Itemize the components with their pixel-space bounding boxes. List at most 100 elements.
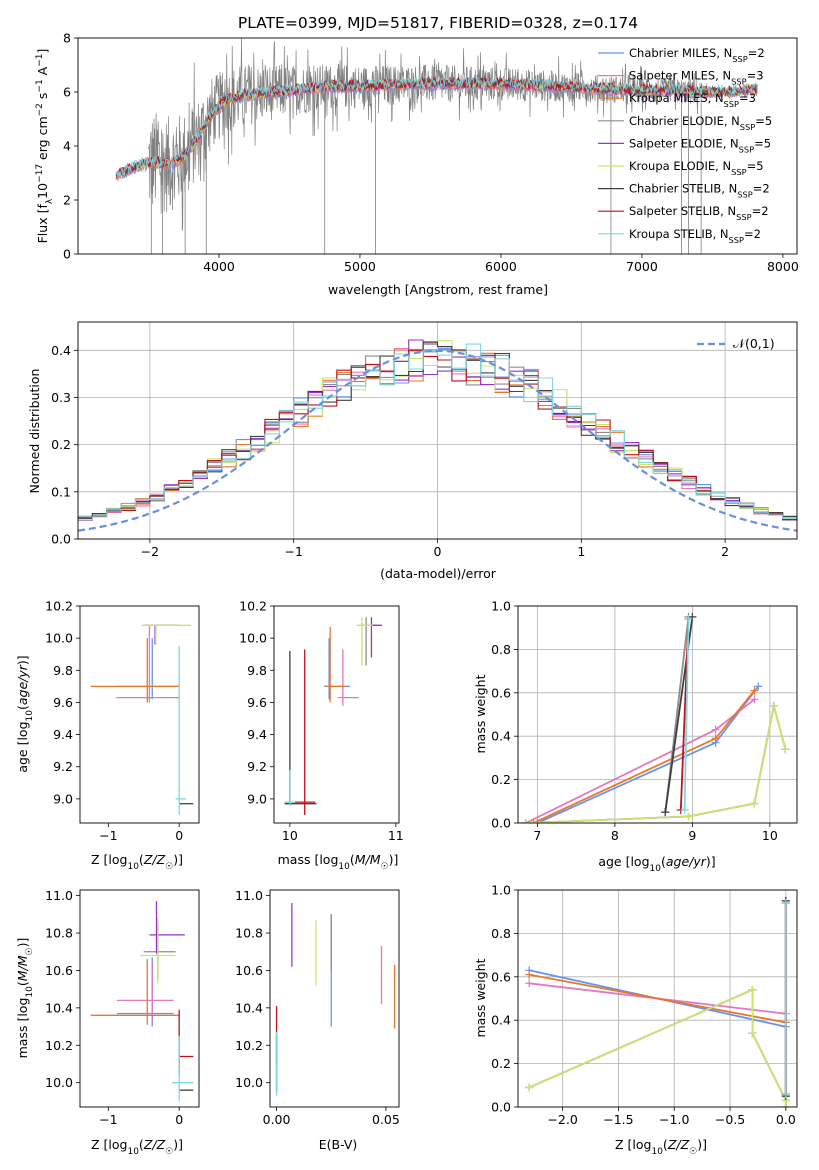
weight-marker bbox=[781, 899, 790, 908]
x-tick-label: 5000 bbox=[344, 259, 376, 274]
y-tick-label: 11.0 bbox=[235, 888, 263, 903]
errorbar-point bbox=[116, 957, 174, 1027]
legend-label: Kroupa ELODIE, NSSP=5 bbox=[629, 159, 764, 177]
y-tick-label: 10.8 bbox=[235, 926, 263, 941]
y-tick-label: 9.2 bbox=[53, 759, 73, 774]
residual-histogram bbox=[78, 343, 797, 521]
y-tick-label: 0.4 bbox=[491, 729, 511, 744]
y-tick-label: 0 bbox=[63, 247, 71, 262]
model-spectrum bbox=[115, 75, 758, 178]
plot-area-ebv-mass bbox=[275, 903, 396, 1096]
axes-z-age: −1 0 9.0 9.2 9.4 9.6 9.8 10.0 10.2 Z [log10(Z/Z☉)… bbox=[15, 599, 200, 872]
errorbar-point bbox=[172, 1035, 194, 1102]
weight-line bbox=[528, 988, 787, 1107]
y-tick-label: 0.0 bbox=[51, 532, 71, 547]
axes-frame bbox=[517, 605, 798, 824]
y-tick-label: 10.0 bbox=[235, 1075, 263, 1090]
y-tick-label: 0.8 bbox=[491, 926, 511, 941]
y-axis-label: mass [log10(M/M☉)] bbox=[15, 938, 35, 1059]
x-tick-label: −1 bbox=[284, 544, 302, 559]
weight-marker bbox=[748, 1029, 757, 1038]
x-tick-label: −2 bbox=[141, 544, 159, 559]
errorbar-point bbox=[360, 617, 377, 666]
x-axis-label: Z [log10(Z/Z☉)] bbox=[91, 852, 183, 872]
errorbar-point bbox=[90, 638, 180, 703]
errorbar-point bbox=[116, 962, 174, 1020]
x-axis-label: E(B-V) bbox=[319, 1137, 358, 1152]
x-tick-label: 1 bbox=[577, 544, 585, 559]
x-tick-label: 8000 bbox=[767, 259, 799, 274]
x-tick-label: 11 bbox=[388, 828, 404, 843]
weight-marker bbox=[525, 979, 534, 988]
errorbar-point bbox=[356, 617, 373, 666]
y-tick-label: 9.8 bbox=[247, 663, 267, 678]
x-tick-label: 7000 bbox=[626, 259, 658, 274]
weight-marker bbox=[525, 970, 534, 979]
y-tick-label: 0.2 bbox=[51, 437, 71, 452]
x-tick-label: 2 bbox=[721, 544, 729, 559]
errorbar-point bbox=[149, 901, 185, 954]
axes-frame bbox=[79, 889, 200, 1108]
x-tick-label: −0.5 bbox=[715, 1112, 745, 1127]
weight-line bbox=[683, 618, 690, 811]
y-tick-label: 10.6 bbox=[45, 963, 73, 978]
y-tick-label: 0.6 bbox=[491, 685, 511, 700]
x-tick-label: 0 bbox=[175, 1112, 183, 1127]
y-axis-label: mass weight bbox=[473, 958, 488, 1037]
y-tick-label: 9.4 bbox=[247, 727, 267, 742]
x-tick-label: 10 bbox=[282, 828, 298, 843]
weight-marker bbox=[680, 805, 689, 814]
errorbar-point bbox=[284, 769, 296, 806]
y-tick-label: 8 bbox=[63, 31, 71, 46]
y-tick-label: 9.6 bbox=[53, 695, 73, 710]
y-tick-label: 9.4 bbox=[53, 727, 73, 742]
weight-marker bbox=[750, 799, 759, 808]
y-tick-label: 10.0 bbox=[239, 631, 267, 646]
weight-marker bbox=[688, 612, 697, 621]
x-tick-label: 0.0 bbox=[776, 1112, 796, 1127]
normal-reference-curve bbox=[78, 349, 797, 532]
axes-spectrum: 4000 5000 6000 7000 8000 0 2 4 6 8 wavelength [Ang… bbox=[35, 31, 799, 298]
y-tick-label: 9.0 bbox=[53, 791, 73, 806]
plot-area-spectrum bbox=[115, 38, 758, 254]
y-tick-label: 10.0 bbox=[45, 631, 73, 646]
legend: Chabrier MILES, NSSP=2 Salpeter MILES, NS… bbox=[598, 46, 772, 245]
axes-z-mass: −1 0 10.0 10.2 10.4 10.6 10.8 11.0 Z [log10(Z/Z☉… bbox=[15, 888, 200, 1157]
residual-histogram bbox=[78, 341, 797, 519]
weight-marker bbox=[661, 808, 670, 817]
axes-ebv-mass: 0.00 0.05 10.0 10.2 10.4 10.6 10.8 11.0 E(B-V) bbox=[235, 888, 400, 1152]
y-tick-label: 10.4 bbox=[45, 1000, 73, 1015]
y-tick-label: 10.2 bbox=[239, 599, 267, 614]
legend-label: Chabrier MILES, NSSP=2 bbox=[629, 46, 765, 64]
x-axis-label: Z [log10(Z/Z☉)] bbox=[615, 1137, 707, 1157]
errorbar-point bbox=[148, 624, 180, 645]
y-tick-label: 9.2 bbox=[247, 759, 267, 774]
weight-marker bbox=[750, 695, 759, 704]
axes-frame bbox=[269, 889, 400, 1108]
axes-mass-age: 10 11 9.0 9.2 9.4 9.6 9.8 10.0 10.2 mass [log10(M… bbox=[239, 599, 404, 873]
legend-label: 𝒩(0,1) bbox=[733, 336, 775, 351]
x-tick-label: 6000 bbox=[485, 259, 517, 274]
weight-marker bbox=[781, 745, 790, 754]
y-tick-label: 0.2 bbox=[491, 772, 511, 787]
observed-spectrum bbox=[148, 38, 713, 231]
legend-label: Kroupa STELIB, NSSP=2 bbox=[629, 227, 761, 245]
x-axis-label: wavelength [Angstrom, rest frame] bbox=[328, 282, 548, 297]
legend-label: Salpeter ELODIE, NSSP=5 bbox=[629, 136, 771, 154]
y-tick-label: 2 bbox=[63, 193, 71, 208]
y-axis-label: Normed distribution bbox=[27, 369, 42, 494]
plot-area-residuals bbox=[78, 339, 797, 532]
y-tick-label: 0.2 bbox=[491, 1056, 511, 1071]
x-tick-label: 10 bbox=[762, 828, 778, 843]
axes-frame bbox=[79, 605, 200, 824]
plot-area-mass-age bbox=[284, 617, 383, 815]
errorbar-point bbox=[366, 617, 383, 658]
weight-line bbox=[529, 973, 786, 1024]
y-tick-label: 10.4 bbox=[235, 1000, 263, 1015]
x-tick-label: −2.0 bbox=[547, 1112, 577, 1127]
x-axis-label: age [log10(age/yr)] bbox=[598, 854, 715, 874]
y-tick-label: 6 bbox=[63, 85, 71, 100]
x-axis-label: (data-model)/error bbox=[380, 566, 497, 581]
